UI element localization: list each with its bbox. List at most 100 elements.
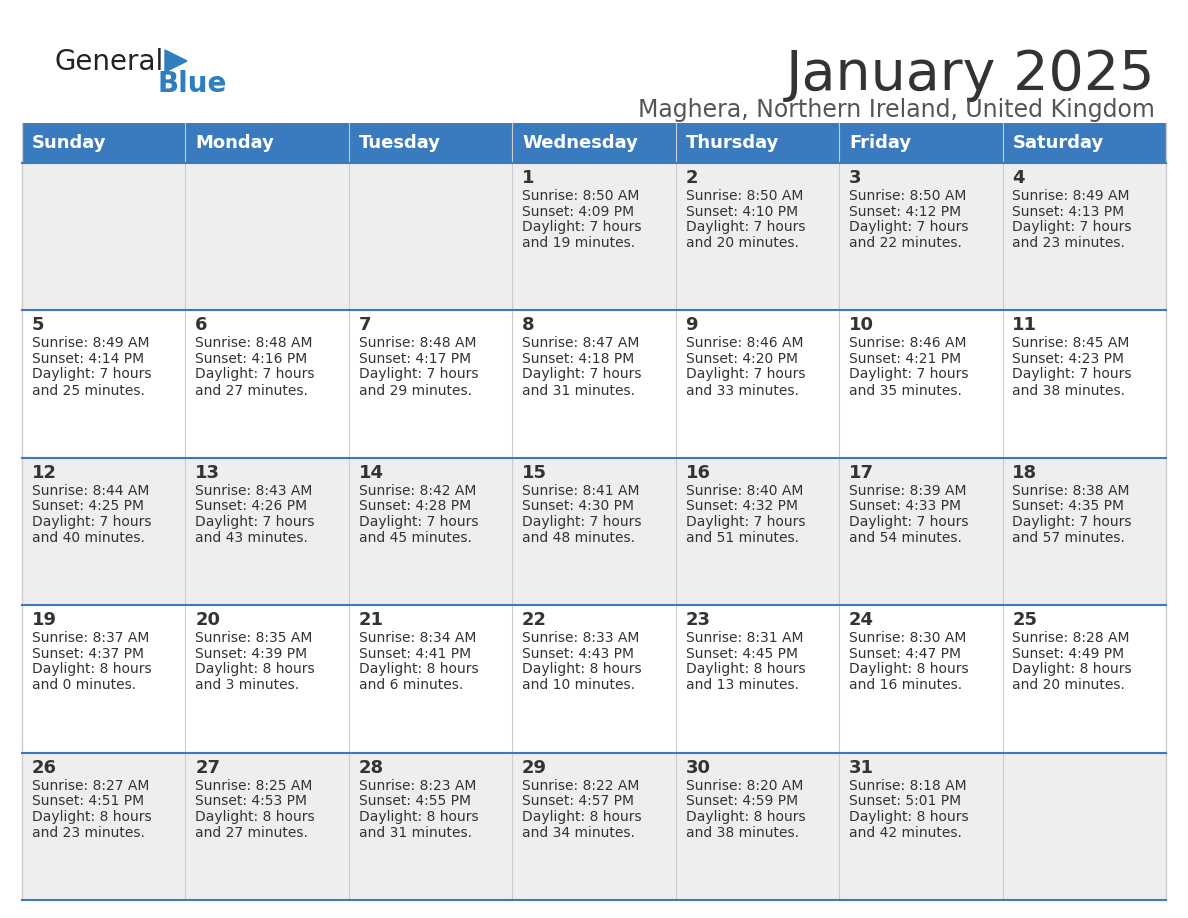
Text: 29: 29 — [522, 758, 548, 777]
Text: Daylight: 8 hours
and 31 minutes.: Daylight: 8 hours and 31 minutes. — [359, 810, 479, 840]
Text: Monday: Monday — [195, 134, 274, 152]
Text: Sunrise: 8:31 AM: Sunrise: 8:31 AM — [685, 632, 803, 645]
Text: Sunrise: 8:50 AM: Sunrise: 8:50 AM — [849, 189, 966, 203]
Text: 18: 18 — [1012, 464, 1037, 482]
Text: Daylight: 7 hours
and 20 minutes.: Daylight: 7 hours and 20 minutes. — [685, 220, 805, 251]
Text: 1: 1 — [522, 169, 535, 187]
Text: Daylight: 7 hours
and 25 minutes.: Daylight: 7 hours and 25 minutes. — [32, 367, 151, 397]
Text: 31: 31 — [849, 758, 874, 777]
Bar — [512, 123, 676, 163]
Text: Daylight: 7 hours
and 19 minutes.: Daylight: 7 hours and 19 minutes. — [522, 220, 642, 251]
Text: Sunset: 4:09 PM: Sunset: 4:09 PM — [522, 205, 634, 218]
Text: Sunset: 4:20 PM: Sunset: 4:20 PM — [685, 352, 797, 366]
Text: Sunset: 4:10 PM: Sunset: 4:10 PM — [685, 205, 797, 218]
Bar — [23, 458, 1165, 605]
Text: Sunset: 4:17 PM: Sunset: 4:17 PM — [359, 352, 470, 366]
Text: 23: 23 — [685, 611, 710, 629]
Text: Daylight: 8 hours
and 16 minutes.: Daylight: 8 hours and 16 minutes. — [849, 662, 968, 692]
Text: 7: 7 — [359, 317, 371, 334]
Text: Daylight: 8 hours
and 34 minutes.: Daylight: 8 hours and 34 minutes. — [522, 810, 642, 840]
Text: Sunrise: 8:44 AM: Sunrise: 8:44 AM — [32, 484, 150, 498]
Text: 19: 19 — [32, 611, 57, 629]
Bar — [839, 123, 1003, 163]
Text: Maghera, Northern Ireland, United Kingdom: Maghera, Northern Ireland, United Kingdo… — [638, 98, 1155, 122]
Text: Sunset: 4:43 PM: Sunset: 4:43 PM — [522, 646, 634, 661]
Text: Sunset: 4:16 PM: Sunset: 4:16 PM — [195, 352, 308, 366]
Text: Friday: Friday — [849, 134, 911, 152]
Text: Sunset: 4:49 PM: Sunset: 4:49 PM — [1012, 646, 1125, 661]
Text: Sunset: 4:14 PM: Sunset: 4:14 PM — [32, 352, 144, 366]
Text: Sunrise: 8:23 AM: Sunrise: 8:23 AM — [359, 778, 476, 792]
Text: Sunset: 4:57 PM: Sunset: 4:57 PM — [522, 794, 634, 808]
Bar — [349, 123, 512, 163]
Bar — [23, 310, 1165, 458]
Bar — [23, 123, 185, 163]
Text: Daylight: 7 hours
and 57 minutes.: Daylight: 7 hours and 57 minutes. — [1012, 515, 1132, 545]
Text: Sunrise: 8:35 AM: Sunrise: 8:35 AM — [195, 632, 312, 645]
Text: Daylight: 8 hours
and 10 minutes.: Daylight: 8 hours and 10 minutes. — [522, 662, 642, 692]
Text: 16: 16 — [685, 464, 710, 482]
Text: Sunrise: 8:45 AM: Sunrise: 8:45 AM — [1012, 336, 1130, 351]
Text: Sunrise: 8:48 AM: Sunrise: 8:48 AM — [195, 336, 312, 351]
Text: 4: 4 — [1012, 169, 1025, 187]
Text: Blue: Blue — [157, 70, 227, 98]
Text: Sunrise: 8:48 AM: Sunrise: 8:48 AM — [359, 336, 476, 351]
Text: Tuesday: Tuesday — [359, 134, 441, 152]
Text: Sunset: 4:26 PM: Sunset: 4:26 PM — [195, 499, 308, 513]
Text: Daylight: 7 hours
and 38 minutes.: Daylight: 7 hours and 38 minutes. — [1012, 367, 1132, 397]
Text: 12: 12 — [32, 464, 57, 482]
Text: Saturday: Saturday — [1012, 134, 1104, 152]
Text: Sunrise: 8:46 AM: Sunrise: 8:46 AM — [685, 336, 803, 351]
Text: Daylight: 8 hours
and 3 minutes.: Daylight: 8 hours and 3 minutes. — [195, 662, 315, 692]
Text: Wednesday: Wednesday — [522, 134, 638, 152]
Text: Sunset: 4:35 PM: Sunset: 4:35 PM — [1012, 499, 1124, 513]
Bar — [1003, 123, 1165, 163]
Text: Daylight: 8 hours
and 38 minutes.: Daylight: 8 hours and 38 minutes. — [685, 810, 805, 840]
Text: Sunrise: 8:22 AM: Sunrise: 8:22 AM — [522, 778, 639, 792]
Text: Sunrise: 8:47 AM: Sunrise: 8:47 AM — [522, 336, 639, 351]
Bar — [23, 605, 1165, 753]
Bar — [23, 163, 1165, 310]
Text: Sunrise: 8:50 AM: Sunrise: 8:50 AM — [685, 189, 803, 203]
Text: 2: 2 — [685, 169, 699, 187]
Text: Sunday: Sunday — [32, 134, 106, 152]
Text: Sunrise: 8:28 AM: Sunrise: 8:28 AM — [1012, 632, 1130, 645]
Text: Sunset: 4:55 PM: Sunset: 4:55 PM — [359, 794, 470, 808]
Text: 3: 3 — [849, 169, 861, 187]
Text: 30: 30 — [685, 758, 710, 777]
Text: General: General — [55, 48, 164, 76]
Text: Sunset: 4:51 PM: Sunset: 4:51 PM — [32, 794, 144, 808]
Text: Sunset: 4:41 PM: Sunset: 4:41 PM — [359, 646, 470, 661]
Text: 6: 6 — [195, 317, 208, 334]
Text: Daylight: 7 hours
and 35 minutes.: Daylight: 7 hours and 35 minutes. — [849, 367, 968, 397]
Text: Sunrise: 8:33 AM: Sunrise: 8:33 AM — [522, 632, 639, 645]
Text: 20: 20 — [195, 611, 220, 629]
Text: Sunrise: 8:39 AM: Sunrise: 8:39 AM — [849, 484, 967, 498]
Text: Sunset: 4:32 PM: Sunset: 4:32 PM — [685, 499, 797, 513]
Text: Sunset: 4:39 PM: Sunset: 4:39 PM — [195, 646, 308, 661]
Text: Daylight: 8 hours
and 13 minutes.: Daylight: 8 hours and 13 minutes. — [685, 662, 805, 692]
Text: Sunset: 4:53 PM: Sunset: 4:53 PM — [195, 794, 308, 808]
Text: Daylight: 7 hours
and 31 minutes.: Daylight: 7 hours and 31 minutes. — [522, 367, 642, 397]
Text: 22: 22 — [522, 611, 548, 629]
Text: Daylight: 8 hours
and 20 minutes.: Daylight: 8 hours and 20 minutes. — [1012, 662, 1132, 692]
Text: Sunrise: 8:46 AM: Sunrise: 8:46 AM — [849, 336, 967, 351]
Text: Sunset: 4:23 PM: Sunset: 4:23 PM — [1012, 352, 1124, 366]
Text: 9: 9 — [685, 317, 699, 334]
Text: Sunset: 4:33 PM: Sunset: 4:33 PM — [849, 499, 961, 513]
Text: 21: 21 — [359, 611, 384, 629]
Text: Daylight: 8 hours
and 23 minutes.: Daylight: 8 hours and 23 minutes. — [32, 810, 151, 840]
Text: Daylight: 8 hours
and 0 minutes.: Daylight: 8 hours and 0 minutes. — [32, 662, 151, 692]
Text: Sunset: 4:25 PM: Sunset: 4:25 PM — [32, 499, 144, 513]
Text: 26: 26 — [32, 758, 57, 777]
Text: Sunset: 4:18 PM: Sunset: 4:18 PM — [522, 352, 634, 366]
Text: Sunrise: 8:40 AM: Sunrise: 8:40 AM — [685, 484, 803, 498]
Text: January 2025: January 2025 — [785, 48, 1155, 102]
Text: Sunset: 4:47 PM: Sunset: 4:47 PM — [849, 646, 961, 661]
Bar — [185, 123, 349, 163]
Text: Daylight: 7 hours
and 40 minutes.: Daylight: 7 hours and 40 minutes. — [32, 515, 151, 545]
Text: 5: 5 — [32, 317, 44, 334]
Text: 13: 13 — [195, 464, 220, 482]
Text: Daylight: 8 hours
and 42 minutes.: Daylight: 8 hours and 42 minutes. — [849, 810, 968, 840]
Text: 28: 28 — [359, 758, 384, 777]
